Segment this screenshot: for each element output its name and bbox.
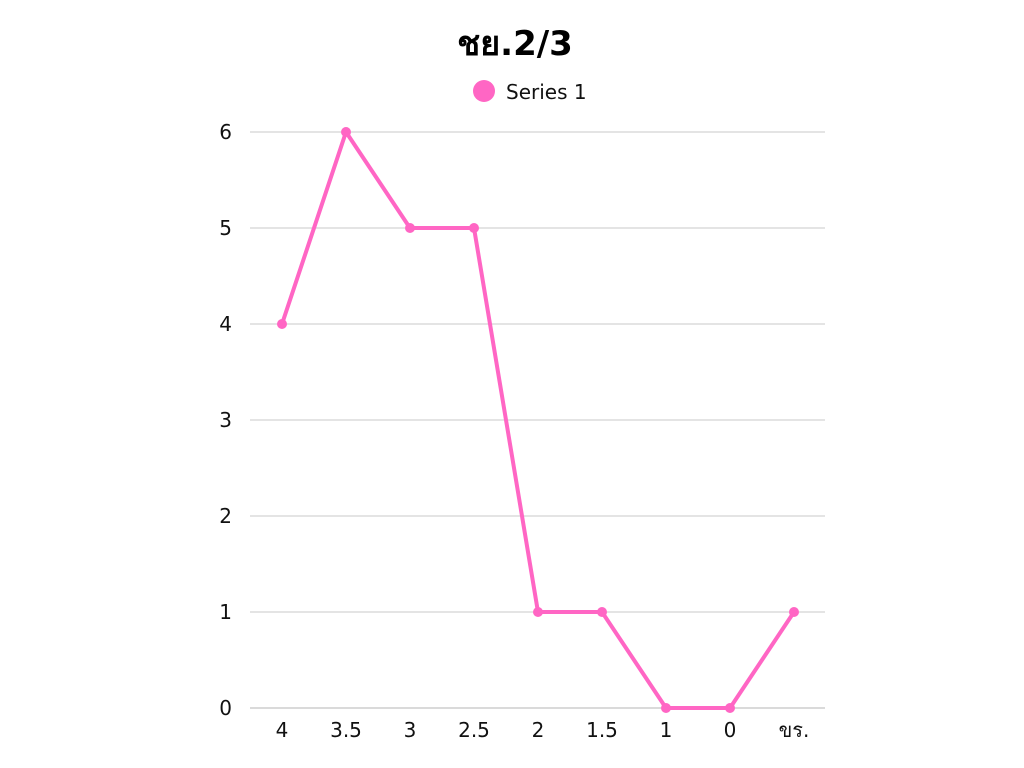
- data-point: [533, 607, 543, 617]
- x-tick-label: 1.5: [586, 718, 618, 742]
- plot-area: [277, 127, 799, 713]
- x-tick-label: 4: [276, 718, 289, 742]
- y-tick-label: 1: [219, 600, 232, 624]
- data-point: [661, 703, 671, 713]
- data-point: [405, 223, 415, 233]
- y-tick-label: 3: [219, 408, 232, 432]
- y-tick-label: 5: [219, 216, 232, 240]
- chart-title: ชย.2/3: [457, 24, 573, 64]
- data-point: [789, 607, 799, 617]
- y-axis: 0 1 2 3 4 5 6: [219, 120, 232, 720]
- y-tick-label: 4: [219, 312, 232, 336]
- y-tick-label: 6: [219, 120, 232, 144]
- x-tick-label: ขร.: [779, 718, 810, 742]
- x-tick-label: 2: [532, 718, 545, 742]
- x-tick-label: 0: [724, 718, 737, 742]
- x-tick-label: 3: [404, 718, 417, 742]
- data-point: [597, 607, 607, 617]
- y-tick-label: 0: [219, 696, 232, 720]
- x-tick-label: 2.5: [458, 718, 490, 742]
- x-tick-label: 1: [660, 718, 673, 742]
- x-axis: 4 3.5 3 2.5 2 1.5 1 0 ขร.: [276, 718, 810, 742]
- data-point: [725, 703, 735, 713]
- data-point: [277, 319, 287, 329]
- legend-marker-series-1: [473, 80, 495, 102]
- legend: Series 1: [473, 80, 587, 104]
- x-tick-label: 3.5: [330, 718, 362, 742]
- data-point: [341, 127, 351, 137]
- legend-label-series-1: Series 1: [506, 80, 587, 104]
- data-point: [469, 223, 479, 233]
- gridlines: [250, 131, 825, 709]
- y-tick-label: 2: [219, 504, 232, 528]
